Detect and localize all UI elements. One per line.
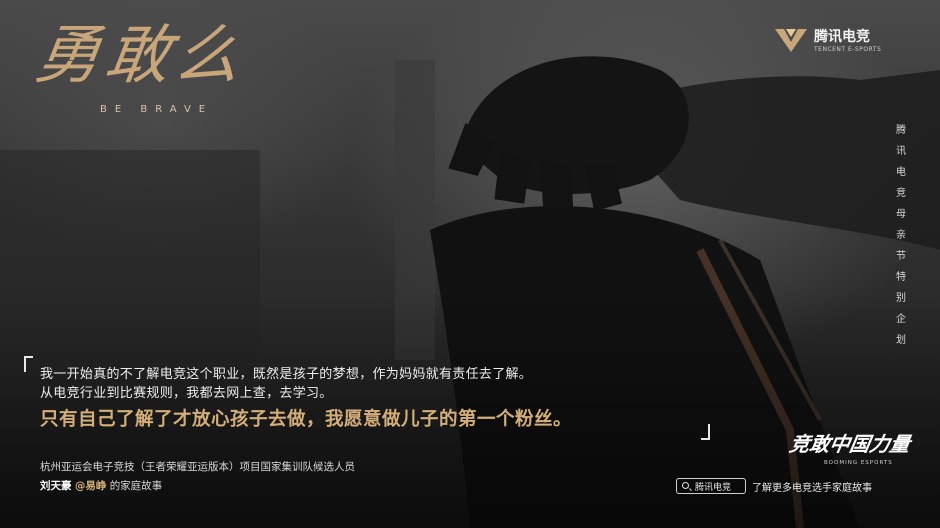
person-name: 刘天豪 [40,480,72,492]
brand-name-en: TENCENT E-SPORTS [814,46,881,53]
vertical-char: 企 [894,309,908,330]
slogan-cn: 竞敢中国力量 [787,428,912,457]
search-label: 腾讯电竞 [695,480,731,493]
vertical-char: 母 [894,204,908,225]
tencent-esports-logo-icon [774,26,808,54]
quote-line-2: 从电竞行业到比赛规则，我都去网上查，去学习。 [40,382,333,401]
person-suffix: 的家庭故事 [110,480,163,492]
search-hint: 了解更多电竞选手家庭故事 [752,479,872,494]
search-box[interactable]: 腾讯电竞 [676,478,746,494]
person-nickname: @易峥 [75,480,107,492]
logo-title-cn: 勇敢么 [32,24,251,88]
vertical-char: 别 [894,288,908,309]
vertical-char: 划 [894,330,908,351]
slogan-en: BOOMING ESPORTS [824,460,893,466]
person-credit: 刘天豪 @易峥 的家庭故事 [40,478,162,493]
person-title: 杭州亚运会电子竞技（王者荣耀亚运版本）项目国家集训队候选人员 [40,459,355,474]
vertical-caption: 腾 讯 电 竞 母 亲 节 特 别 企 划 [894,120,908,351]
vertical-char: 亲 [894,225,908,246]
vertical-char: 腾 [894,120,908,141]
vertical-char: 电 [894,162,908,183]
search-icon [682,482,689,489]
quote-open-mark [24,356,33,372]
vertical-char: 特 [894,267,908,288]
vertical-char: 竞 [894,183,908,204]
logo-title-en: BE BRAVE [100,104,213,115]
vertical-char: 节 [894,246,908,267]
vertical-char: 讯 [894,141,908,162]
quote-highlight: 只有自己了解了才放心孩子去做，我愿意做儿子的第一个粉丝。 [40,405,572,431]
quote-line-1: 我一开始真的不了解电竞这个职业，既然是孩子的梦想，作为妈妈就有责任去了解。 [40,363,532,382]
tencent-esports-brand: 腾讯电竞 TENCENT E-SPORTS [774,24,904,60]
quote-close-mark [701,424,710,440]
brand-name-cn: 腾讯电竞 [814,26,870,46]
